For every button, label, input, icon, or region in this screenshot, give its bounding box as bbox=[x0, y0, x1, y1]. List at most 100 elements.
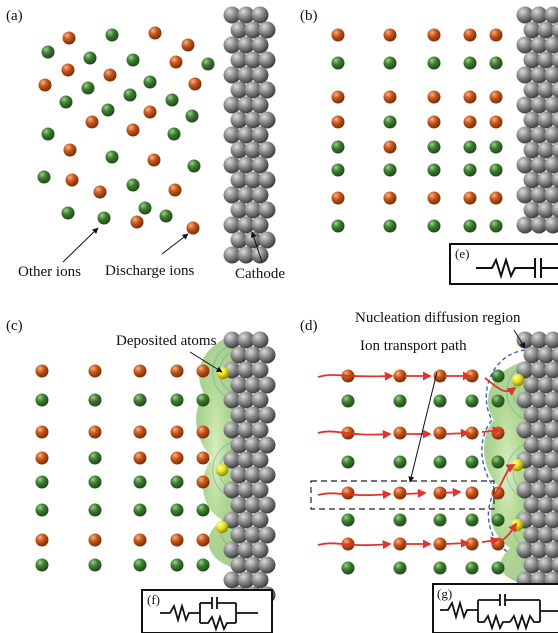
discharge-ion bbox=[341, 486, 355, 500]
other-ion bbox=[393, 561, 407, 575]
discharge-ion bbox=[331, 191, 345, 205]
discharge-ion bbox=[331, 115, 345, 129]
cathode-atom bbox=[551, 496, 558, 514]
other-ion bbox=[489, 219, 503, 233]
other-ion bbox=[35, 558, 49, 572]
other-ion bbox=[491, 369, 505, 383]
other-ion bbox=[133, 475, 147, 489]
cathode-atom bbox=[251, 511, 269, 529]
cathode-atom bbox=[251, 481, 269, 499]
cathode-atom bbox=[537, 556, 555, 574]
cathode-atom bbox=[237, 571, 255, 589]
cathode-atom bbox=[537, 171, 555, 189]
cathode-atom bbox=[230, 81, 248, 99]
other-ion bbox=[143, 75, 157, 89]
cathode-atom bbox=[244, 21, 262, 39]
discharge-ion bbox=[170, 364, 184, 378]
cathode-atom bbox=[251, 36, 269, 54]
discharge-ion bbox=[35, 533, 49, 547]
discharge-ion bbox=[186, 221, 200, 235]
cathode-atom bbox=[251, 451, 269, 469]
cathode-atom bbox=[523, 496, 541, 514]
ion-group bbox=[35, 26, 525, 575]
cathode-atom bbox=[237, 511, 255, 529]
other-ion bbox=[465, 455, 479, 469]
cathode-atom bbox=[530, 66, 548, 84]
cathode-atom bbox=[544, 156, 558, 174]
cathode-atom bbox=[223, 186, 241, 204]
other-ion bbox=[170, 503, 184, 517]
other-ion bbox=[427, 163, 441, 177]
circuit-label-e: (e) bbox=[455, 246, 469, 261]
cathode-atom bbox=[537, 526, 555, 544]
discharge-ion bbox=[463, 115, 477, 129]
other-ion bbox=[105, 28, 119, 42]
cathode-atom bbox=[530, 451, 548, 469]
cathode-atom bbox=[251, 6, 269, 24]
cathode-atom bbox=[223, 571, 241, 589]
cathode-atom bbox=[237, 481, 255, 499]
cathode-atom bbox=[530, 186, 548, 204]
other-ion bbox=[41, 127, 55, 141]
discharge-ion bbox=[35, 425, 49, 439]
cathode-atom bbox=[230, 171, 248, 189]
other-ion bbox=[491, 561, 505, 575]
cathode-atom bbox=[223, 331, 241, 349]
ion-transport-arrows bbox=[317, 371, 517, 550]
other-ion bbox=[41, 45, 55, 59]
other-ion bbox=[35, 393, 49, 407]
cathode-atom bbox=[244, 436, 262, 454]
other-ion bbox=[88, 503, 102, 517]
ion-transport-box bbox=[310, 480, 495, 510]
cathode-atom bbox=[530, 36, 548, 54]
cathode-atom bbox=[544, 66, 558, 84]
cathode-atom bbox=[551, 51, 558, 69]
cathode-atom bbox=[551, 81, 558, 99]
other-ion bbox=[427, 56, 441, 70]
cathode-atom bbox=[551, 111, 558, 129]
discharge-ion bbox=[170, 533, 184, 547]
other-ion bbox=[159, 209, 173, 223]
cathode-atom bbox=[258, 466, 276, 484]
discharge-ion bbox=[383, 191, 397, 205]
other-ion bbox=[126, 53, 140, 67]
other-ion bbox=[61, 206, 75, 220]
cathode-atom bbox=[230, 436, 248, 454]
cathode-atom bbox=[230, 231, 248, 249]
cathode-atom bbox=[523, 376, 541, 394]
discharge-ion bbox=[133, 451, 147, 465]
cathode-atom bbox=[530, 481, 548, 499]
other-ion bbox=[463, 219, 477, 233]
cathode-atom bbox=[537, 436, 555, 454]
cathode-atom bbox=[523, 171, 541, 189]
cathode-atom bbox=[223, 126, 241, 144]
cathode-atom bbox=[244, 231, 262, 249]
cathode-atom bbox=[537, 51, 555, 69]
cathode-atom bbox=[237, 246, 255, 264]
cathode-atom bbox=[251, 156, 269, 174]
other-ion bbox=[383, 115, 397, 129]
cathode-atom bbox=[237, 66, 255, 84]
cathode-atom bbox=[523, 436, 541, 454]
cathode-atom bbox=[244, 466, 262, 484]
cathode-atom bbox=[537, 81, 555, 99]
cathode-atom bbox=[258, 201, 276, 219]
discharge-ion bbox=[85, 115, 99, 129]
discharge-ion bbox=[188, 77, 202, 91]
deposited-atom bbox=[215, 520, 229, 534]
cathode-atom bbox=[237, 391, 255, 409]
other-ion bbox=[167, 127, 181, 141]
cathode-atom bbox=[244, 51, 262, 69]
other-ion bbox=[185, 109, 199, 123]
discharge-ion bbox=[491, 486, 505, 500]
other-ion bbox=[170, 558, 184, 572]
cathode-atom bbox=[523, 51, 541, 69]
discharge-ion bbox=[130, 215, 144, 229]
cathode-atom bbox=[530, 421, 548, 439]
other-ion bbox=[383, 56, 397, 70]
cathode-atom bbox=[251, 361, 269, 379]
cathode-atom bbox=[230, 141, 248, 159]
other-ion bbox=[463, 163, 477, 177]
cathode-atom bbox=[237, 126, 255, 144]
cathode-atom bbox=[537, 376, 555, 394]
